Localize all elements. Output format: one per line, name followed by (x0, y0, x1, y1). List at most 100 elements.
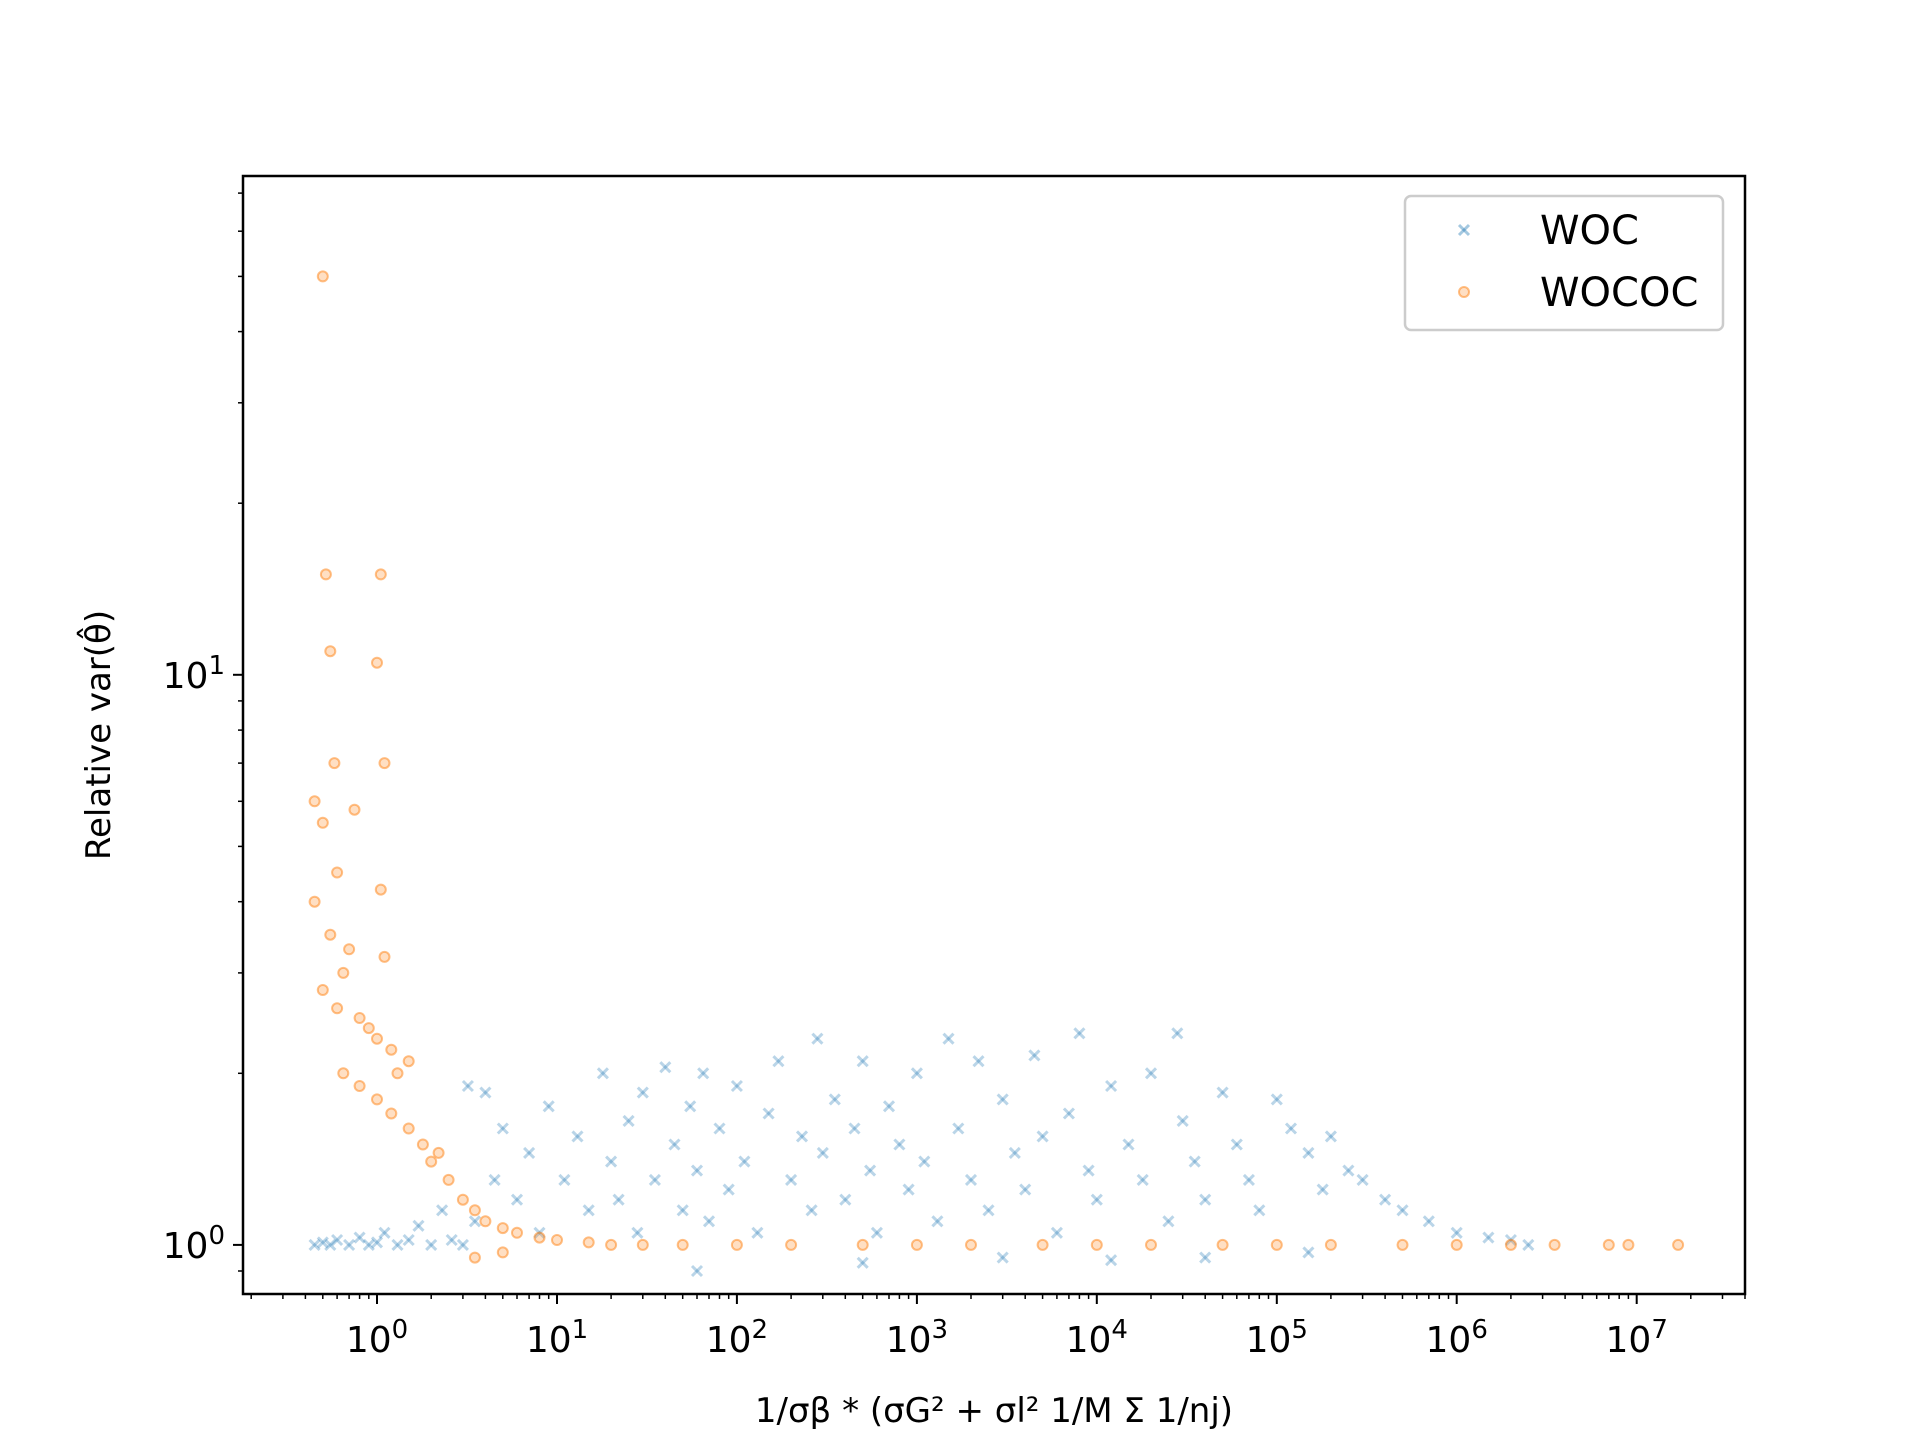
data-point-woc (425, 1238, 438, 1251)
data-point-woc (659, 1061, 672, 1074)
data-point-woc (1316, 1183, 1329, 1196)
data-point-wococ (1602, 1238, 1615, 1251)
data-point-woc (461, 1079, 474, 1093)
data-point-woc (848, 1122, 861, 1135)
data-point-wococ (676, 1238, 689, 1251)
data-point-wococ (533, 1231, 546, 1244)
data-point-wococ (316, 984, 329, 996)
data-point-wococ (378, 757, 391, 770)
data-point-wococ (371, 1093, 383, 1106)
data-point-woc (324, 1238, 337, 1251)
data-point-wococ (910, 1238, 923, 1251)
data-point-wococ (343, 943, 356, 956)
data-point-wococ (432, 1146, 445, 1159)
data-point-woc (996, 1251, 1009, 1264)
data-point-woc (918, 1155, 931, 1168)
data-point-wococ (496, 1222, 509, 1235)
data-point-woc (1082, 1164, 1095, 1177)
data-point-woc (811, 1032, 824, 1045)
data-point-woc (668, 1138, 681, 1151)
legend-label-wococ: WOCOC (1540, 270, 1698, 316)
data-point-woc (1422, 1215, 1435, 1228)
data-point-wococ (468, 1204, 481, 1217)
series-wococ (308, 270, 1685, 1264)
data-point-woc (982, 1204, 995, 1217)
data-point-wococ (1090, 1238, 1103, 1251)
data-point-wococ (331, 866, 344, 879)
x-tick-label: 105 (1246, 1315, 1308, 1361)
y-tick-label: 101 (163, 651, 225, 697)
data-point-wococ (331, 1002, 344, 1015)
data-point-woc (436, 1204, 449, 1217)
data-point-woc (1199, 1193, 1212, 1206)
data-point-wococ (316, 816, 329, 829)
data-marks (308, 270, 1685, 1278)
legend-marker-wococ (1458, 286, 1470, 298)
x-tick-label: 100 (346, 1315, 408, 1361)
data-point-woc (1176, 1114, 1189, 1127)
data-point-woc (1396, 1204, 1409, 1217)
data-point-woc (893, 1138, 906, 1151)
data-point-wococ (456, 1193, 469, 1206)
data-point-woc (690, 1264, 704, 1278)
data-point-woc (316, 1236, 329, 1249)
data-point-wococ (1145, 1238, 1157, 1251)
data-point-wococ (337, 966, 350, 979)
data-point-woc (856, 1055, 869, 1068)
data-point-wococ (511, 1226, 523, 1239)
data-point-woc (1144, 1067, 1158, 1080)
data-point-woc (972, 1055, 985, 1068)
data-point-woc (378, 1226, 391, 1239)
series-woc (308, 1027, 1535, 1278)
data-point-woc (697, 1067, 710, 1080)
data-point-wococ (324, 928, 337, 941)
data-point-woc (1324, 1130, 1337, 1143)
data-point-wococ (308, 795, 321, 808)
data-point-woc (910, 1067, 923, 1080)
x-tick-label: 102 (706, 1315, 768, 1361)
data-point-woc (605, 1155, 618, 1168)
x-axis-label: 1/σβ * (σG² + σl² 1/M Σ 1/nj) (755, 1391, 1233, 1431)
data-point-wococ (496, 1246, 509, 1259)
data-point-wococ (391, 1067, 404, 1080)
data-point-woc (1090, 1193, 1103, 1206)
data-point-wococ (308, 895, 321, 908)
x-tick-label: 103 (886, 1315, 948, 1361)
data-point-woc (964, 1173, 978, 1186)
x-tick-label: 106 (1426, 1315, 1488, 1361)
data-point-wococ (316, 270, 329, 283)
data-point-woc (1356, 1173, 1369, 1186)
data-point-wococ (348, 803, 361, 816)
data-point-woc (510, 1193, 524, 1206)
data-point-wococ (965, 1238, 977, 1251)
data-point-woc (772, 1055, 785, 1068)
data-point-woc (1136, 1173, 1149, 1186)
data-point-wococ (605, 1238, 618, 1251)
data-point-woc (571, 1130, 584, 1143)
data-point-woc (1284, 1122, 1298, 1135)
data-point-woc (542, 1100, 555, 1113)
data-point-woc (1230, 1138, 1243, 1151)
data-point-woc (558, 1173, 571, 1186)
data-point-woc (1050, 1226, 1063, 1239)
data-point-woc (1008, 1146, 1021, 1159)
data-point-wococ (1396, 1238, 1409, 1251)
data-point-wococ (402, 1122, 415, 1135)
data-point-woc (308, 1238, 321, 1251)
legend: WOC WOCOC (1403, 194, 1725, 332)
data-point-wococ (1504, 1238, 1517, 1251)
data-point-woc (648, 1173, 661, 1186)
data-point-woc (622, 1114, 635, 1127)
data-point-woc (795, 1130, 809, 1143)
data-point-woc (631, 1226, 644, 1239)
data-point-woc (1122, 1138, 1135, 1151)
data-point-wococ (582, 1236, 595, 1249)
data-point-woc (902, 1183, 915, 1196)
data-point-woc (805, 1204, 818, 1217)
data-point-woc (942, 1032, 955, 1045)
y-axis-label: Relative var(θ̂) (77, 610, 119, 860)
data-point-woc (1302, 1146, 1315, 1159)
data-point-woc (738, 1155, 751, 1168)
data-point-woc (1019, 1183, 1032, 1196)
data-point-wococ (385, 1043, 398, 1056)
